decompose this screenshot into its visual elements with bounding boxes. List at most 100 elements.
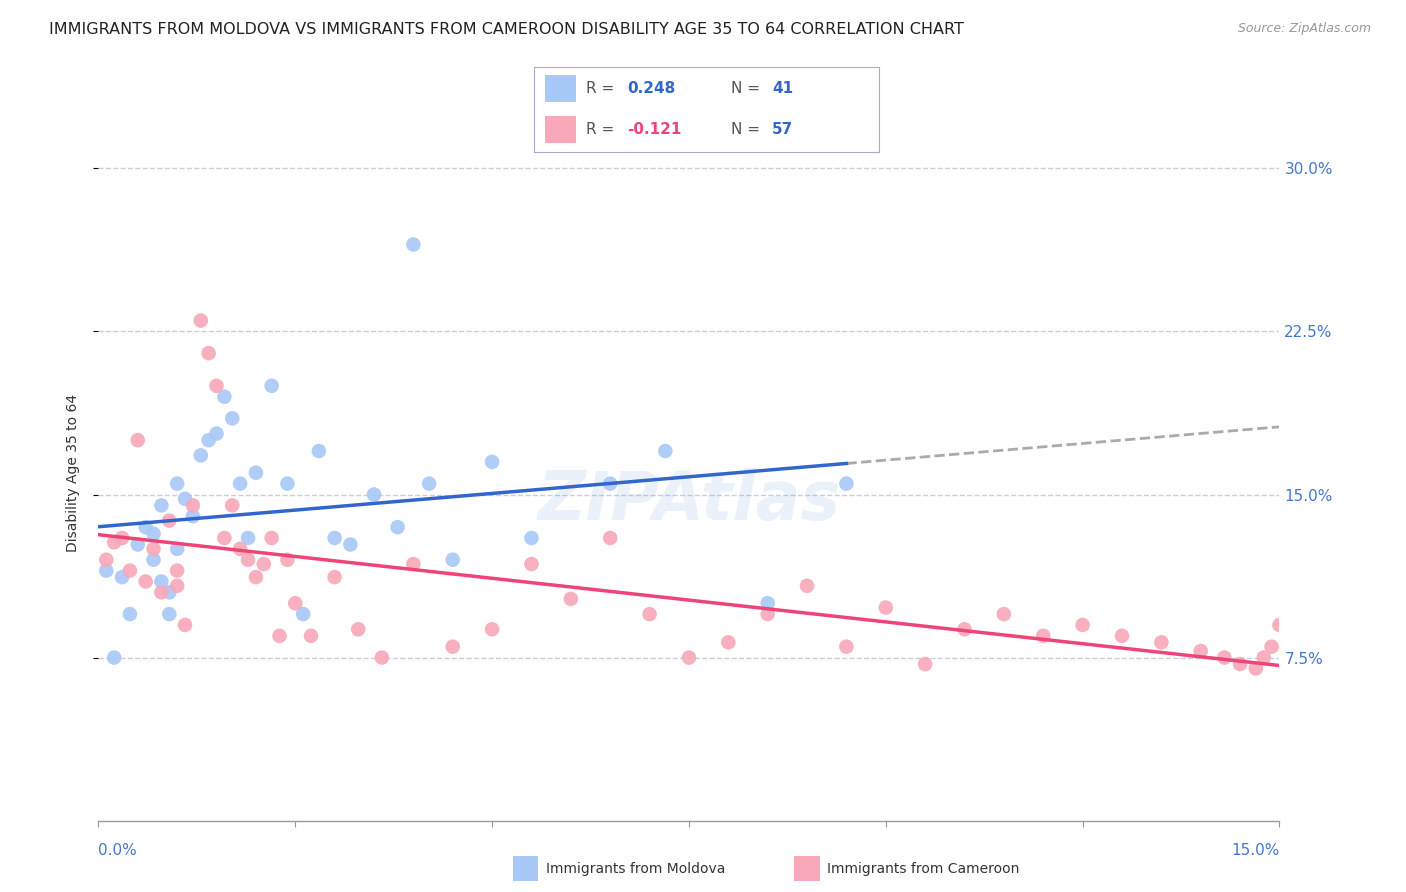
Point bbox=[245, 466, 267, 480]
Point bbox=[260, 531, 283, 545]
Point bbox=[221, 411, 243, 425]
Point bbox=[1189, 644, 1212, 658]
Point bbox=[835, 640, 858, 654]
Point bbox=[387, 520, 409, 534]
Text: Immigrants from Moldova: Immigrants from Moldova bbox=[546, 862, 725, 876]
Point bbox=[142, 552, 165, 567]
Point bbox=[953, 623, 976, 637]
Point bbox=[214, 531, 236, 545]
Point bbox=[402, 557, 425, 571]
Point bbox=[166, 564, 188, 578]
Text: 0.0%: 0.0% bbox=[98, 843, 138, 858]
Point bbox=[418, 476, 440, 491]
Point bbox=[717, 635, 740, 649]
Point bbox=[481, 623, 503, 637]
FancyBboxPatch shape bbox=[544, 116, 575, 143]
Point bbox=[236, 531, 259, 545]
Text: 15.0%: 15.0% bbox=[1232, 843, 1279, 858]
Point bbox=[308, 444, 330, 458]
Point bbox=[166, 476, 188, 491]
Point bbox=[127, 537, 149, 551]
Point bbox=[197, 433, 219, 447]
Point bbox=[245, 570, 267, 584]
Text: N =: N = bbox=[731, 81, 765, 96]
Point bbox=[142, 541, 165, 556]
Point bbox=[118, 607, 141, 621]
Point bbox=[111, 531, 134, 545]
Point bbox=[157, 585, 180, 599]
Point bbox=[1268, 618, 1291, 632]
Point bbox=[339, 537, 361, 551]
Point bbox=[174, 618, 197, 632]
Point bbox=[150, 585, 173, 599]
Point bbox=[96, 564, 118, 578]
Point bbox=[260, 378, 283, 392]
Point bbox=[127, 433, 149, 447]
Point bbox=[520, 531, 543, 545]
Point bbox=[150, 574, 173, 589]
Point bbox=[142, 526, 165, 541]
Point bbox=[269, 629, 291, 643]
Point bbox=[276, 476, 298, 491]
Point bbox=[347, 623, 370, 637]
Point bbox=[221, 499, 243, 513]
Point bbox=[157, 514, 180, 528]
Point bbox=[756, 596, 779, 610]
Point bbox=[229, 541, 252, 556]
Point bbox=[276, 552, 298, 567]
Point bbox=[157, 607, 180, 621]
Point bbox=[914, 657, 936, 671]
Point bbox=[150, 499, 173, 513]
Text: Immigrants from Cameroon: Immigrants from Cameroon bbox=[827, 862, 1019, 876]
Point bbox=[299, 629, 322, 643]
Point bbox=[103, 650, 125, 665]
Text: R =: R = bbox=[586, 122, 619, 137]
Point bbox=[481, 455, 503, 469]
Point bbox=[174, 491, 197, 506]
Point bbox=[253, 557, 276, 571]
Text: ZIPAtlas: ZIPAtlas bbox=[537, 467, 841, 533]
Point bbox=[599, 531, 621, 545]
Text: 0.248: 0.248 bbox=[627, 81, 675, 96]
FancyBboxPatch shape bbox=[544, 76, 575, 103]
Point bbox=[103, 535, 125, 549]
Point bbox=[205, 426, 228, 441]
Point bbox=[166, 541, 188, 556]
Point bbox=[166, 579, 188, 593]
Text: 41: 41 bbox=[772, 81, 793, 96]
Point bbox=[1260, 640, 1282, 654]
Point bbox=[875, 600, 897, 615]
Point bbox=[654, 444, 676, 458]
Point bbox=[402, 237, 425, 252]
Point bbox=[135, 574, 157, 589]
Point bbox=[993, 607, 1015, 621]
Y-axis label: Disability Age 35 to 64: Disability Age 35 to 64 bbox=[66, 393, 80, 552]
Point bbox=[1032, 629, 1054, 643]
Point bbox=[560, 591, 582, 606]
Point bbox=[197, 346, 219, 360]
Text: -0.121: -0.121 bbox=[627, 122, 682, 137]
Point bbox=[1253, 650, 1275, 665]
Point bbox=[323, 570, 346, 584]
Point bbox=[118, 564, 141, 578]
Point bbox=[441, 552, 464, 567]
Point bbox=[292, 607, 315, 621]
Point bbox=[441, 640, 464, 654]
Point bbox=[835, 476, 858, 491]
Text: IMMIGRANTS FROM MOLDOVA VS IMMIGRANTS FROM CAMEROON DISABILITY AGE 35 TO 64 CORR: IMMIGRANTS FROM MOLDOVA VS IMMIGRANTS FR… bbox=[49, 22, 965, 37]
Point bbox=[229, 476, 252, 491]
Point bbox=[1111, 629, 1133, 643]
Point bbox=[678, 650, 700, 665]
Text: Source: ZipAtlas.com: Source: ZipAtlas.com bbox=[1237, 22, 1371, 36]
Point bbox=[638, 607, 661, 621]
Point bbox=[190, 313, 212, 327]
Point bbox=[96, 552, 118, 567]
Point bbox=[111, 570, 134, 584]
Point bbox=[1229, 657, 1251, 671]
Point bbox=[363, 487, 385, 501]
Point bbox=[214, 390, 236, 404]
Point bbox=[181, 509, 204, 524]
Point bbox=[371, 650, 394, 665]
Text: N =: N = bbox=[731, 122, 765, 137]
Point bbox=[1150, 635, 1173, 649]
